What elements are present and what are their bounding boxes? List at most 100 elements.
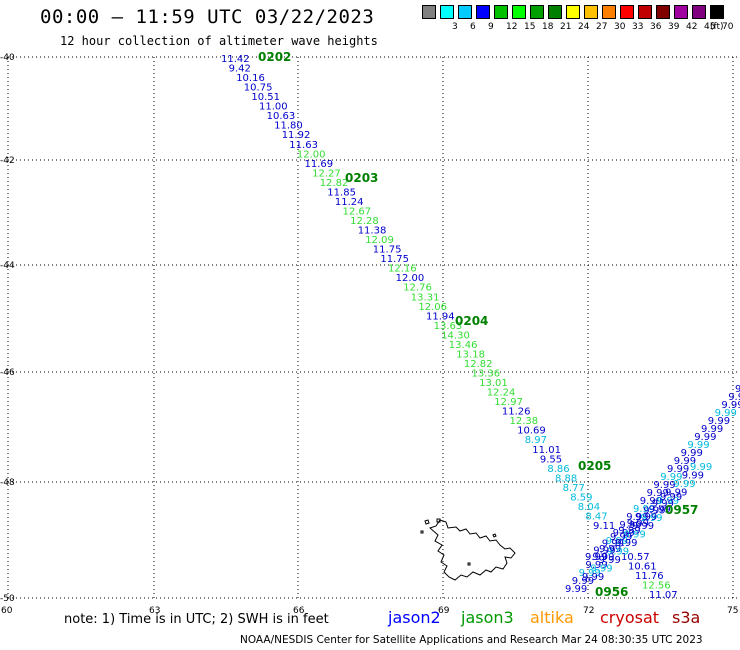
wave-height-label: 9.99 <box>640 513 662 524</box>
wave-height-label: 9.99 <box>735 384 740 395</box>
wave-height-label: 8.97 <box>525 435 547 446</box>
chart-subtitle: 12 hour collection of altimeter wave hei… <box>60 34 378 48</box>
pass-time-labels: 0202 0203 0204 0205 0956 0957 <box>258 50 698 599</box>
wave-height-label: 10.75 <box>244 83 273 94</box>
wave-height-label: 9.99 <box>607 547 629 558</box>
wave-height-label: 9.99 <box>728 392 740 403</box>
wave-height-label: 12.00 <box>297 149 326 160</box>
crossing-tracks: 9.999.999.999.999.999.999.999.999.999.99… <box>565 384 740 595</box>
kerguelen-islands <box>420 518 516 581</box>
wave-height-label: 11.26 <box>502 407 531 418</box>
wave-height-label: 12.97 <box>494 397 523 408</box>
wave-height-label: 9.42 <box>229 64 251 75</box>
wave-height-label: 9.99 <box>694 432 716 443</box>
legend-swatch-label: 6 <box>470 22 476 32</box>
wave-height-label: 9.99 <box>690 462 712 473</box>
satellite-name: cryosat <box>600 608 660 627</box>
wave-height-label: 9.99 <box>633 504 655 515</box>
legend-swatch-label: 45 <box>704 22 716 32</box>
legend-swatch-label: 42 <box>686 22 698 32</box>
wave-height-label: 9.99 <box>643 505 665 516</box>
pass-time-label: 0204 <box>455 314 488 328</box>
satellite-name: jason2 <box>388 608 441 627</box>
note-text: note: 1) Time is in UTC; 2) SWH is in fe… <box>64 612 329 627</box>
wave-height-label: 14.30 <box>441 330 470 341</box>
wave-height-label: 9.99 <box>579 568 601 579</box>
wave-height-label: 12.38 <box>510 416 539 427</box>
lat-tick-label: -44 <box>0 261 15 271</box>
wave-height-label: 9.99 <box>599 544 621 555</box>
wave-height-label: 9.99 <box>602 539 624 550</box>
legend-swatch <box>620 5 634 19</box>
wave-height-label: 11.76 <box>635 571 664 582</box>
wave-height-label: 11.38 <box>358 226 387 237</box>
jason-track-main: 11.429.4210.1610.7510.5111.0010.6311.801… <box>221 54 615 532</box>
legend-swatch <box>692 5 706 19</box>
lon-tick-label: 60 <box>1 606 13 616</box>
axis-labels: -40 -42 -44 -46 -48 -50 60 63 66 69 72 75 <box>0 53 738 616</box>
wave-height-label: 11.80 <box>274 121 303 132</box>
legend-swatch-label: 24 <box>578 22 590 32</box>
satellite-name: altika <box>530 608 574 627</box>
legend-swatch <box>494 5 508 19</box>
wave-height-label: 9.99 <box>649 504 671 515</box>
lat-tick-label: -42 <box>0 156 15 166</box>
lon-tick-label: 63 <box>149 606 160 616</box>
legend-swatch-label: 27 <box>596 22 608 32</box>
legend-swatch-label: 9 <box>488 22 494 32</box>
wave-height-label: 9.99 <box>667 464 689 475</box>
legend-swatch-label: 18 <box>542 22 554 32</box>
wave-height-label: 9.99 <box>585 552 607 563</box>
legend-swatch-label: 21 <box>560 22 572 32</box>
legend-swatch <box>512 5 526 19</box>
wave-height-label: 9.99 <box>582 572 604 583</box>
legend-swatch-label: 3 <box>452 22 458 32</box>
wave-height-label: 13.46 <box>449 340 478 351</box>
kerguelen-islet <box>420 518 497 566</box>
legend-swatch <box>422 5 436 19</box>
wave-height-label: 9.99 <box>701 424 723 435</box>
wave-height-label: 10.69 <box>517 426 546 437</box>
wave-height-label: 13.01 <box>479 378 508 389</box>
wave-height-label: 9.99 <box>593 545 615 556</box>
wave-height-label: 11.75 <box>380 254 409 265</box>
lat-tick-label: -50 <box>0 594 15 604</box>
wave-height-label: 9.99 <box>606 536 628 547</box>
wave-height-label: 9.99 <box>660 492 682 503</box>
legend-swatch <box>710 5 724 19</box>
satellite-name: jason3 <box>461 608 514 627</box>
legend-swatch <box>566 5 580 19</box>
wave-height-label: 11.24 <box>335 197 364 208</box>
wave-height-label: 9.99 <box>627 519 649 530</box>
lon-tick-label: 69 <box>438 606 450 616</box>
wave-height-label: 9.99 <box>585 560 607 571</box>
wave-height-label: 11.01 <box>532 445 561 456</box>
wave-height-label: 13.31 <box>411 292 440 303</box>
wave-height-label: 8.04 <box>578 502 600 513</box>
wave-height-label: 9.99 <box>687 440 709 451</box>
wave-height-label: 9.99 <box>715 408 737 419</box>
wave-height-label: 12.06 <box>418 302 447 313</box>
wave-height-label: 9.99 <box>615 538 637 549</box>
wave-height-label: 13.18 <box>456 349 485 360</box>
wave-height-label: 12.28 <box>350 216 379 227</box>
legend-swatch <box>656 5 670 19</box>
wave-height-label: 9.99 <box>590 564 612 575</box>
wave-height-label: 11.75 <box>373 245 402 256</box>
wave-height-label: 9.99 <box>565 584 587 595</box>
wave-height-label: 10.63 <box>267 111 296 122</box>
wave-height-label: 9.11 <box>593 521 615 532</box>
wave-height-label: 8.88 <box>555 473 577 484</box>
wave-height-label: 8.77 <box>563 483 585 494</box>
wave-height-label: 9.99 <box>618 525 640 536</box>
legend-swatch <box>638 5 652 19</box>
legend-swatch <box>674 5 688 19</box>
wave-height-label: 9.99 <box>674 456 696 467</box>
wave-height-label: 9.99 <box>657 496 679 507</box>
wave-height-label: 11.85 <box>327 187 356 198</box>
wave-height-label: 9.99 <box>721 400 740 411</box>
pass-time-label: 0205 <box>578 459 611 473</box>
lat-tick-label: -48 <box>0 478 15 488</box>
wave-height-label: 9.99 <box>610 532 632 543</box>
